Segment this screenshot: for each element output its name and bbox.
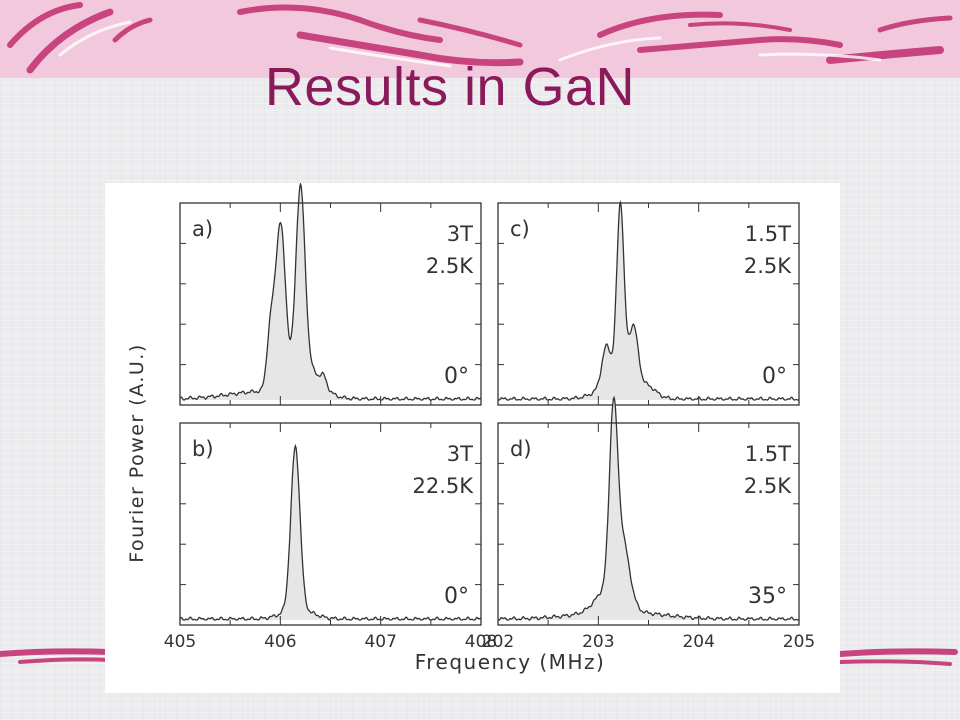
spectrum-fill-b	[180, 445, 481, 620]
slide-title: Results in GaN	[264, 57, 636, 117]
panel-label-d: d)	[510, 437, 532, 461]
x-tick-label-d: 202	[482, 632, 514, 652]
angle-label-d: 35°	[748, 584, 787, 609]
temperature-label-b: 22.5K	[412, 474, 474, 498]
temperature-label-c: 2.5K	[744, 254, 792, 278]
x-tick-label-b: 406	[264, 632, 296, 652]
panel-label-a: a)	[192, 217, 213, 241]
y-axis-label: Fourier Power (A.U.)	[126, 343, 148, 563]
x-tick-label-d: 204	[682, 632, 714, 652]
spectra-chart: Fourier Power (A.U.) Frequency (MHz) a) 3…	[126, 183, 815, 674]
field-label-d: 1.5T	[745, 442, 791, 466]
temperature-label-d: 2.5K	[744, 474, 792, 498]
angle-label-b: 0°	[444, 584, 469, 609]
angle-label-a: 0°	[444, 364, 469, 389]
x-tick-label-b: 405	[164, 632, 196, 652]
x-axis-label: Frequency (MHz)	[415, 650, 606, 674]
spectrum-fill-a	[180, 184, 481, 400]
panel-frame-a	[179, 202, 482, 406]
panel-label-c: c)	[510, 217, 530, 241]
nmr-spectra-figure: Fourier Power (A.U.) Frequency (MHz) a) 3…	[105, 183, 840, 693]
panel-label-b: b)	[192, 437, 214, 461]
x-tick-label-b: 408	[465, 632, 497, 652]
bottom-decorative-band	[0, 640, 960, 680]
brush-strokes-bottom	[0, 648, 958, 666]
spectrum-line-b	[179, 443, 482, 621]
top-decorative-band	[0, 0, 960, 78]
field-label-b: 3T	[447, 442, 473, 466]
x-tick-label-b: 407	[364, 632, 396, 652]
x-tick-label-d: 203	[582, 632, 614, 652]
field-label-a: 3T	[447, 222, 473, 246]
x-tick-label-d: 205	[783, 632, 815, 652]
temperature-label-a: 2.5K	[426, 254, 474, 278]
angle-label-c: 0°	[762, 364, 787, 389]
spectrum-line-a	[179, 183, 482, 401]
panel-frame-b	[179, 422, 482, 626]
field-label-c: 1.5T	[745, 222, 791, 246]
spectrum-line-d	[498, 395, 800, 621]
brush-strokes-top	[7, 2, 953, 74]
